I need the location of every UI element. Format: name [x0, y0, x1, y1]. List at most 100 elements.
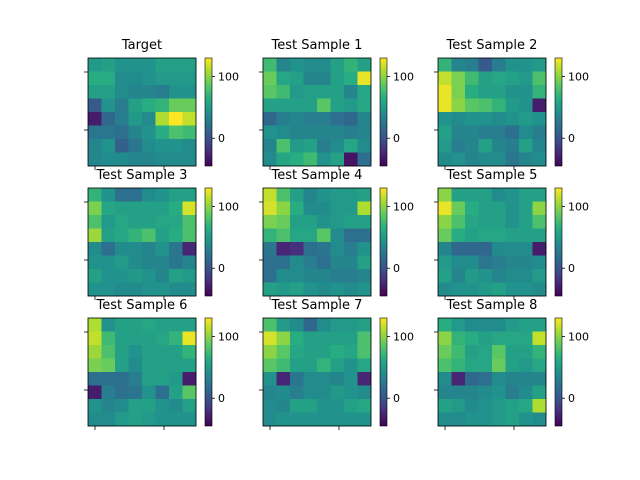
- heatmap-cell: [88, 85, 102, 99]
- heatmap-cell: [330, 345, 345, 359]
- heatmap-cell: [276, 345, 291, 359]
- heatmap-cell: [128, 242, 143, 256]
- heatmap-cell: [344, 318, 358, 332]
- heatmap-cell: [438, 85, 452, 99]
- heatmap-cell: [169, 201, 183, 216]
- heatmap-cell: [330, 71, 345, 86]
- heatmap-cell: [519, 201, 533, 216]
- heatmap-cell: [290, 112, 304, 126]
- heatmap-cell: [451, 228, 466, 243]
- heatmap-cell: [519, 282, 533, 297]
- heatmap-cell: [155, 125, 170, 140]
- colorbar-tick-label: 0: [393, 392, 400, 405]
- heatmap-cell: [169, 358, 183, 373]
- heatmap-cell: [344, 282, 358, 297]
- heatmap-cell: [88, 112, 102, 126]
- heatmap-cell: [88, 412, 102, 427]
- heatmap-cell: [88, 58, 102, 72]
- heatmap-cell: [451, 201, 466, 216]
- heatmap-cell: [169, 372, 183, 386]
- heatmap-cell: [263, 358, 277, 373]
- heatmap-cell: [532, 201, 547, 216]
- panel-frame: [437, 187, 547, 297]
- heatmap-cell: [532, 372, 547, 386]
- heatmap-cell: [317, 399, 331, 413]
- heatmap-cell: [330, 139, 345, 153]
- heatmap-cell: [478, 188, 493, 202]
- heatmap-cell: [505, 139, 520, 153]
- heatmap-cell: [478, 152, 493, 167]
- heatmap-cell: [465, 345, 479, 359]
- heatmap-cell: [451, 98, 466, 113]
- heatmap-cell: [344, 385, 358, 400]
- heatmap-cell: [465, 152, 479, 167]
- heatmap-cell: [290, 399, 304, 413]
- heatmap-cell: [101, 399, 116, 413]
- heatmap-cell: [128, 139, 143, 153]
- heatmap-cell: [451, 112, 466, 126]
- heatmap-cell: [142, 282, 156, 297]
- heatmap-cell: [317, 152, 331, 167]
- heatmap-cell: [344, 412, 358, 427]
- heatmap-cell: [492, 98, 506, 113]
- heatmap-cell: [505, 85, 520, 99]
- heatmap-cell: [438, 255, 452, 270]
- heatmap-cell: [182, 372, 197, 386]
- heatmap-panel-8: Test Sample 8 100 0: [434, 298, 589, 430]
- heatmap-cell: [263, 152, 277, 167]
- heatmap-cell: [465, 201, 479, 216]
- heatmap-cell: [344, 152, 358, 167]
- heatmap-cell: [465, 399, 479, 413]
- heatmap-cell: [276, 58, 291, 72]
- heatmap-cell: [344, 242, 358, 256]
- heatmap-cell: [155, 85, 170, 99]
- heatmap-cell: [88, 345, 102, 359]
- colorbar-tick-label: 0: [218, 262, 225, 275]
- heatmap-cell: [344, 125, 358, 140]
- heatmap-cell: [303, 385, 318, 400]
- heatmap-cell: [532, 358, 547, 373]
- heatmap-cell: [182, 318, 197, 332]
- colorbar-tick-label: 0: [393, 132, 400, 145]
- heatmap-cell: [438, 282, 452, 297]
- colorbar-tick-label: 100: [393, 201, 414, 214]
- heatmap-cell: [290, 85, 304, 99]
- heatmap-cell: [169, 228, 183, 243]
- heatmap-cell: [438, 215, 452, 229]
- heatmap-cell: [478, 385, 493, 400]
- heatmap-cell: [330, 215, 345, 229]
- heatmap-cell: [465, 282, 479, 297]
- heatmap-cell: [357, 152, 372, 167]
- heatmap-cell: [451, 358, 466, 373]
- heatmap-cell: [142, 58, 156, 72]
- heatmap-cell: [88, 331, 102, 346]
- heatmap-cell: [330, 399, 345, 413]
- heatmap-cell: [303, 85, 318, 99]
- heatmap-cell: [317, 255, 331, 270]
- heatmap-cell: [317, 71, 331, 86]
- heatmap-cell: [290, 58, 304, 72]
- heatmap-cell: [155, 269, 170, 283]
- heatmap-cell: [519, 125, 533, 140]
- panel-title: Test Sample 4: [271, 168, 363, 183]
- heatmap-cell: [451, 372, 466, 386]
- heatmap-cell: [357, 331, 372, 346]
- heatmap-cell: [532, 399, 547, 413]
- heatmap-cell: [263, 58, 277, 72]
- heatmap-cell: [263, 345, 277, 359]
- heatmap-cell: [317, 358, 331, 373]
- heatmap-cell: [88, 71, 102, 86]
- heatmap-cell: [357, 98, 372, 113]
- heatmap-cell: [155, 152, 170, 167]
- heatmap-cell: [128, 188, 143, 202]
- heatmap-cell: [290, 125, 304, 140]
- heatmap-cell: [344, 215, 358, 229]
- heatmap-cell: [142, 215, 156, 229]
- colorbar-tick-label: 0: [568, 392, 575, 405]
- heatmap-cell: [263, 255, 277, 270]
- heatmap-cell: [263, 318, 277, 332]
- heatmap-cell: [478, 125, 493, 140]
- heatmap-cell: [330, 188, 345, 202]
- heatmap-cell: [88, 215, 102, 229]
- heatmap-cell: [182, 228, 197, 243]
